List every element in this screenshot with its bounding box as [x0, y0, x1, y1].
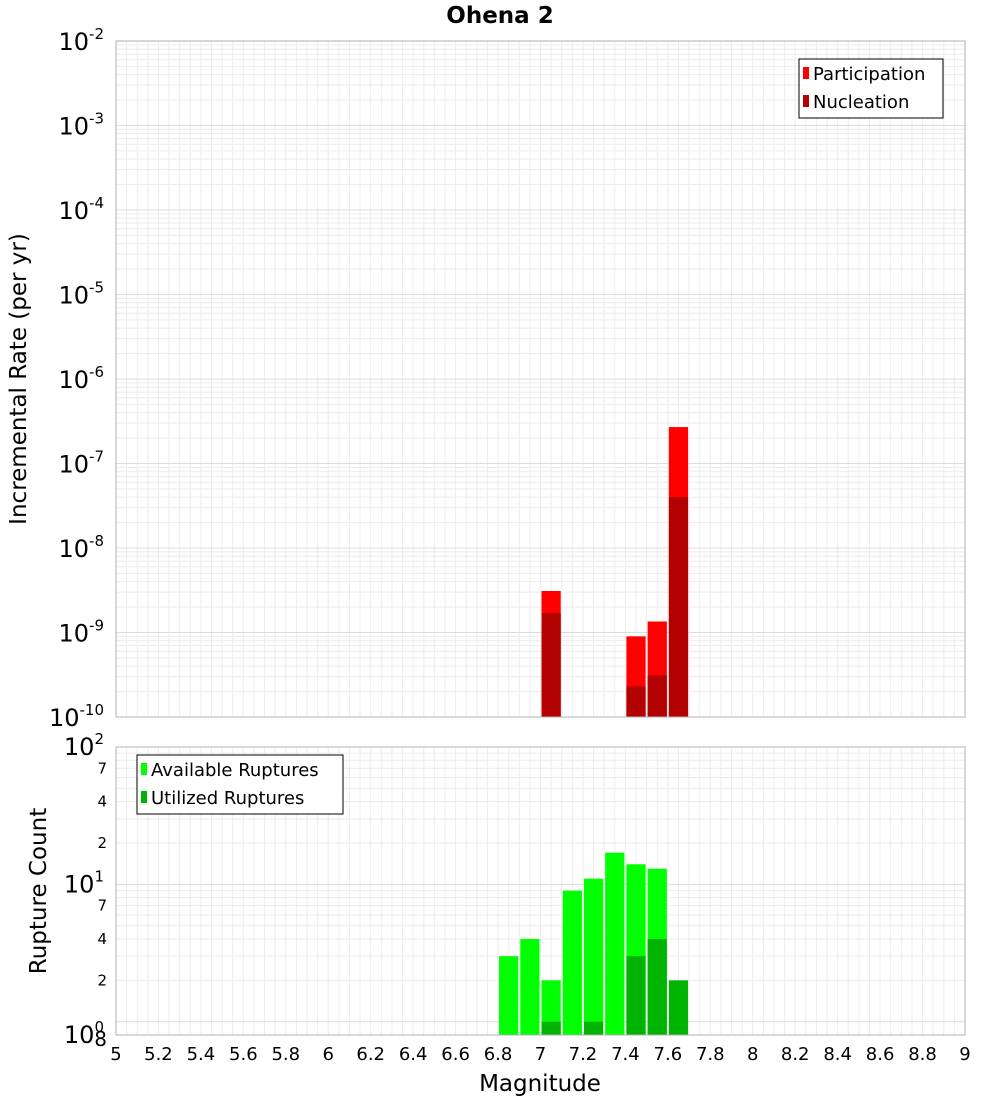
top-y-tick-label: 10-2 [58, 25, 104, 56]
top-legend: Participation Nucleation [798, 58, 944, 119]
top-y-tick-label: 10-9 [58, 617, 104, 648]
bottom-y-tick-label: 102 [64, 730, 104, 761]
bar-available [583, 878, 604, 1035]
x-tick-label: 8.2 [781, 1044, 810, 1065]
bar-nucleation [668, 497, 689, 717]
bottom-y-minor-label: 2 [97, 834, 107, 852]
bottom-y-minor-label: 4 [97, 930, 107, 948]
bottom-plot-frame [115, 746, 966, 1036]
x-tick-label: 7.6 [654, 1044, 683, 1065]
top-y-tick-label: 10-8 [58, 532, 104, 563]
bar-utilized [647, 939, 667, 1035]
x-tick-label: 6 [323, 1044, 334, 1065]
x-tick-label: 5 [110, 1044, 121, 1065]
legend-label-utilized: Utilized Ruptures [151, 788, 304, 809]
x-tick-label: 8.4 [823, 1044, 852, 1065]
bar-available [605, 852, 625, 1035]
legend-label-participation: Participation [813, 64, 925, 85]
legend-swatch-available [141, 763, 147, 775]
x-tick-label: 5.6 [229, 1044, 258, 1065]
bottom-y-ticks: 102 101 100 7 4 2 7 4 2 8 [64, 730, 107, 1051]
top-y-tick-label: 10-4 [58, 194, 104, 225]
top-y-tick-label: 10-6 [58, 363, 104, 394]
legend-label-available: Available Ruptures [151, 760, 319, 781]
x-tick-label: 5.8 [271, 1044, 300, 1065]
x-axis-label: Magnitude [479, 1071, 601, 1097]
bar-available [541, 980, 561, 1035]
bar-available [520, 939, 540, 1035]
bar-utilized [668, 980, 689, 1035]
x-tick-label: 6.4 [399, 1044, 428, 1065]
legend-swatch-nucleation [803, 95, 809, 107]
legend-swatch-participation [803, 67, 809, 79]
bottom-y-axis-label: Rupture Count [26, 808, 52, 974]
x-tick-label: 7.2 [569, 1044, 598, 1065]
top-panel: 10-2 10-3 10-4 10-5 10-6 10-7 10-8 10-9 10-10 Oh… [6, 3, 966, 732]
bottom-y-minor-label: 7 [97, 759, 107, 777]
bottom-y-minor-label: 8 [94, 1027, 107, 1051]
top-y-tick-label: 10-3 [58, 110, 104, 141]
top-y-tick-label: 10-5 [58, 279, 104, 310]
bar-utilized [541, 1021, 561, 1035]
bar-utilized [583, 1021, 604, 1035]
bottom-y-tick-label: 100 [64, 1018, 104, 1049]
bottom-legend-box [136, 754, 344, 815]
x-tick-label: 7 [535, 1044, 546, 1065]
bottom-y-tick-label: 101 [64, 867, 104, 898]
bar-utilized [626, 956, 646, 1035]
x-ticks: 5 5.2 5.4 5.6 5.8 6 6.2 6.4 6.6 6.8 7 7.2 7.4 7.6 7.8 8… [110, 1044, 970, 1065]
legend-swatch-utilized [141, 791, 147, 803]
bottom-y-minor-label: 4 [97, 793, 107, 811]
x-tick-label: 8 [747, 1044, 758, 1065]
chart-title: Ohena 2 [446, 3, 553, 29]
bar-nucleation [647, 675, 667, 717]
top-y-ticks: 10-2 10-3 10-4 10-5 10-6 10-7 10-8 10-9 10-10 [49, 25, 104, 732]
x-tick-label: 6.8 [484, 1044, 513, 1065]
bottom-panel: 102 101 100 7 4 2 7 4 2 8 5 5.2 5.4 5.6 5.8 6 6.2 6.4 6.6… [26, 730, 971, 1097]
bar-nucleation [541, 613, 561, 717]
x-tick-label: 9 [959, 1044, 970, 1065]
top-y-tick-label: 10-7 [58, 448, 104, 479]
top-y-axis-label: Incremental Rate (per yr) [6, 233, 32, 525]
top-y-tick-label: 10-10 [49, 701, 104, 732]
x-tick-label: 8.8 [908, 1044, 937, 1065]
x-tick-label: 5.2 [144, 1044, 173, 1065]
legend-label-nucleation: Nucleation [813, 92, 909, 113]
bottom-y-minor-label: 7 [97, 897, 107, 915]
x-tick-label: 6.2 [356, 1044, 385, 1065]
bottom-bars [499, 852, 689, 1035]
bottom-legend: Available Ruptures Utilized Ruptures [136, 754, 344, 815]
bar-available [562, 890, 582, 1035]
bar-available [499, 956, 519, 1035]
x-tick-label: 6.6 [441, 1044, 470, 1065]
x-tick-label: 7.4 [611, 1044, 640, 1065]
top-grid [115, 41, 966, 718]
top-plot-frame [115, 40, 966, 718]
x-tick-label: 8.6 [866, 1044, 895, 1065]
x-tick-label: 7.8 [696, 1044, 725, 1065]
top-legend-box [798, 58, 944, 119]
top-bars [541, 427, 689, 717]
bar-nucleation [626, 686, 646, 717]
bottom-y-minor-label: 2 [97, 971, 107, 989]
bottom-grid [115, 747, 966, 1035]
x-tick-label: 5.4 [187, 1044, 216, 1065]
